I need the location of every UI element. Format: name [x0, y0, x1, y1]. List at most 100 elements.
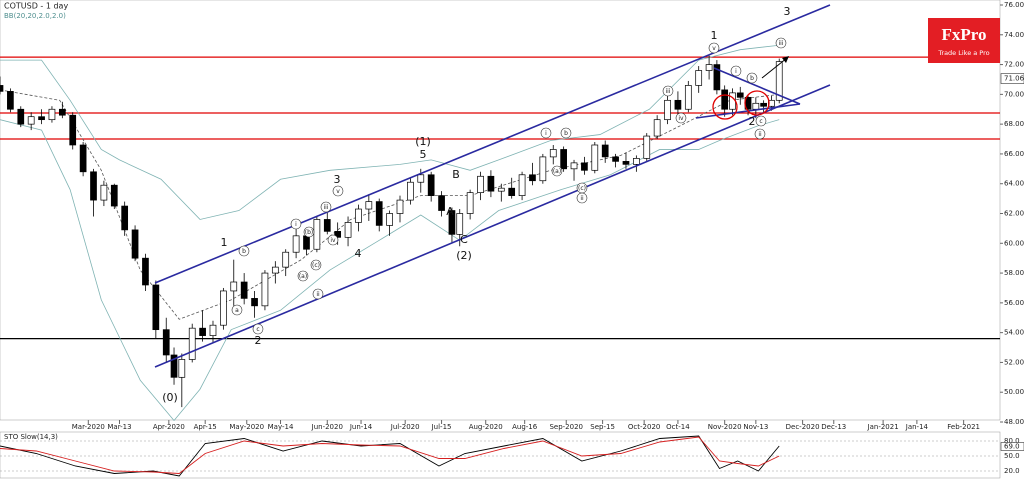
candle-body: [209, 324, 217, 336]
candle-body: [407, 181, 414, 201]
candle-body: [292, 235, 300, 253]
candle-body: [271, 266, 279, 274]
candle-body: [162, 329, 170, 356]
arrow: [761, 57, 788, 79]
candle-body: [456, 213, 464, 235]
candle-body: [313, 219, 321, 250]
wave-label: A: [446, 205, 454, 218]
x-tick-label: Sep-2020: [549, 423, 583, 431]
wave-mark-ring: [332, 185, 344, 197]
wave-mark-ring: [320, 201, 332, 213]
logo-box: [928, 18, 1000, 63]
wave-mark: v: [336, 188, 340, 195]
x-tick-label: Dec-13: [821, 423, 846, 431]
candle-body: [7, 91, 14, 110]
candle-body: [17, 108, 25, 125]
y-tick-label: 68.00: [1004, 120, 1024, 128]
y-tick-label: 64.00: [1004, 180, 1024, 188]
candle-body: [477, 175, 484, 193]
x-tick-label: Feb-2021: [947, 423, 980, 431]
y-tick-label: 60.00: [1004, 239, 1024, 247]
x-tick-label: Jan-2021: [867, 423, 899, 431]
logo-tagline: Trade Like a Pro: [937, 49, 989, 57]
candle-body: [612, 156, 619, 162]
candle-body: [560, 149, 567, 170]
x-tick-label: Apr-15: [194, 423, 217, 431]
bollinger-band: [0, 119, 780, 422]
wave-mark: (b): [305, 229, 314, 236]
y-tick-label: 58.00: [1004, 269, 1024, 277]
wave-mark: i: [295, 221, 297, 228]
candle-body: [261, 272, 269, 307]
candle-body: [760, 102, 767, 107]
wave-mark: (c): [312, 262, 320, 269]
wave-mark-ring: [754, 128, 766, 140]
wave-mark: b: [750, 75, 754, 82]
wave-mark-ring: [310, 259, 322, 271]
candle-body: [110, 184, 118, 207]
candle-body: [570, 162, 578, 170]
wave-mark: ii: [316, 291, 320, 298]
x-tick-label: Dec-2020: [786, 423, 820, 431]
arrow-head: [782, 56, 789, 63]
candle-body: [240, 281, 248, 299]
sto-tag-box: [1000, 442, 1024, 451]
candle-body: [230, 281, 238, 292]
wave-label: 2: [255, 334, 262, 347]
sto-tick-label: 80.0: [1004, 437, 1020, 445]
wave-label: 3: [784, 5, 791, 18]
candle-body: [27, 116, 35, 125]
candle-body: [653, 119, 661, 137]
sto-panel: [0, 431, 1001, 479]
y-tick-label: 52.00: [1004, 358, 1024, 366]
wave-label: 1: [221, 236, 228, 249]
wave-mark-ring: [746, 72, 758, 84]
x-tick-label: Aug-2020: [469, 423, 503, 431]
wave-mark: ii: [580, 195, 584, 202]
candle-body: [303, 235, 310, 250]
logo-name: FxPro: [941, 25, 986, 44]
x-tick-label: Mar-2020: [72, 423, 105, 431]
x-tick-label: May-2020: [229, 423, 264, 431]
candle-body: [591, 144, 599, 171]
wave-mark-ring: [540, 127, 552, 139]
y-tick-label: 76.00: [1004, 1, 1024, 9]
wave-mark-ring: [708, 42, 720, 54]
price-tag-box: [1000, 73, 1024, 84]
candle-body: [529, 174, 536, 182]
highlight: [744, 90, 770, 116]
candle-body: [633, 158, 640, 165]
wave-mark-ring: [303, 226, 315, 238]
wave-mark-ring: [662, 85, 674, 97]
wave-mark: i: [735, 68, 737, 75]
candle-body: [121, 205, 129, 231]
wave-label: 5: [420, 148, 427, 161]
candle-body: [695, 70, 703, 86]
wave-label: 4: [355, 247, 362, 260]
candle-body: [58, 108, 66, 116]
wave-mark-ring: [730, 65, 742, 77]
wave-mark-ring: [312, 288, 324, 300]
wave-mark-ring: [675, 112, 687, 124]
x-tick-label: Jul-15: [431, 423, 452, 431]
x-tick-label: Jun-2020: [311, 423, 343, 431]
channel-lower: [154, 84, 831, 368]
x-tick-label: Jun-14: [349, 423, 373, 431]
candle-body: [170, 354, 178, 378]
candle-body: [386, 213, 393, 226]
candle-body: [581, 162, 588, 171]
candle-body: [365, 201, 373, 210]
triangle-upper: [713, 67, 801, 105]
wave-mark-ring: [560, 127, 572, 139]
wave-label: (1): [415, 135, 431, 148]
wave-mark: (a): [553, 168, 561, 175]
x-tick-label: Jul-2020: [390, 423, 420, 431]
candle-body: [775, 61, 783, 101]
wave-label: 1: [711, 29, 718, 42]
candle-body: [100, 184, 108, 201]
candle-body: [438, 195, 445, 211]
x-tick-label: Mar-13: [107, 423, 131, 431]
y-tick-label: 54.00: [1004, 329, 1024, 337]
candle-body: [334, 231, 342, 238]
